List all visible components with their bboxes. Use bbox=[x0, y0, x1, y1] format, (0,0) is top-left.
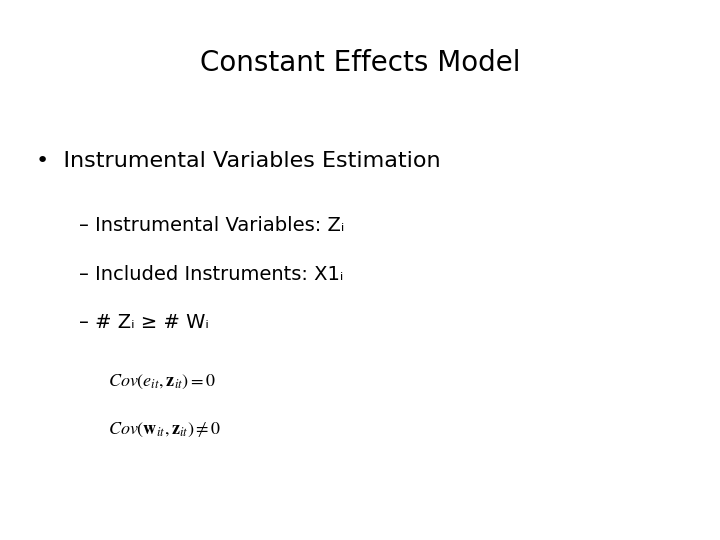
Text: $Cov(\mathbf{w}_{it}, \mathbf{z}_{it}) \neq 0$: $Cov(\mathbf{w}_{it}, \mathbf{z}_{it}) \… bbox=[108, 421, 221, 440]
Text: $Cov(e_{it}, \mathbf{z}_{it}) = 0$: $Cov(e_{it}, \mathbf{z}_{it}) = 0$ bbox=[108, 373, 216, 391]
Text: Constant Effects Model: Constant Effects Model bbox=[199, 49, 521, 77]
Text: – Included Instruments: X1ᵢ: – Included Instruments: X1ᵢ bbox=[79, 265, 343, 284]
Text: – Instrumental Variables: Zᵢ: – Instrumental Variables: Zᵢ bbox=[79, 216, 345, 235]
Text: – # Zᵢ ≥ # Wᵢ: – # Zᵢ ≥ # Wᵢ bbox=[79, 313, 209, 332]
Text: •  Instrumental Variables Estimation: • Instrumental Variables Estimation bbox=[36, 151, 441, 171]
